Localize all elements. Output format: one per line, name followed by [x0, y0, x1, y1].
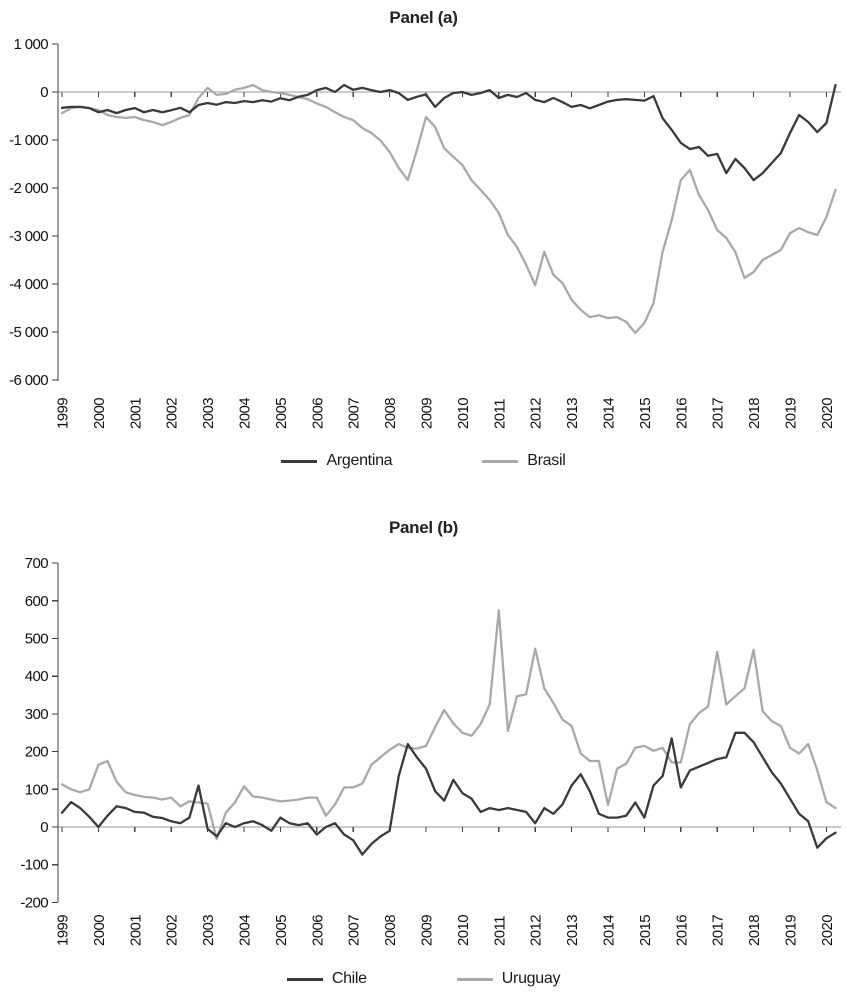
- x-axis-tick-label: 2005: [273, 398, 290, 429]
- x-axis-tick-label: 2008: [382, 915, 399, 946]
- panel-a-legend: Argentina Brasil: [0, 452, 847, 470]
- y-axis-tick-label: 600: [25, 593, 48, 610]
- panel-b-title: Panel (b): [388, 518, 459, 537]
- x-axis-tick-label: 2016: [673, 915, 690, 946]
- panel-a-chart-canvas: 1 000 0 -1 000 -2 000 -3 000 -4 000 -5 000 -6 0…: [9, 36, 841, 429]
- x-axis-tick-label: 2017: [710, 398, 727, 429]
- x-axis-tick-label: 2011: [491, 916, 508, 946]
- legend-label-chile: Chile: [331, 970, 367, 987]
- legend-label-uruguay: Uruguay: [501, 970, 561, 987]
- y-axis-tick-label: -6 000: [9, 372, 48, 389]
- chile-line-swatch-icon: [286, 977, 323, 981]
- x-axis-tick-label: 1999: [55, 398, 72, 429]
- legend-item-argentina: Argentina: [281, 452, 393, 470]
- x-axis-tick-label: 2019: [783, 398, 800, 429]
- x-axis-tick-label: 2003: [200, 398, 217, 429]
- x-axis-tick-label: 2017: [710, 915, 727, 946]
- x-axis-tick-label: 2010: [455, 398, 472, 429]
- legend-item-chile: Chile: [286, 970, 367, 988]
- x-axis-tick-label: 2018: [746, 398, 763, 429]
- y-axis-tick-label: -1 000: [9, 132, 48, 149]
- y-axis-tick-label: -200: [20, 894, 48, 911]
- y-axis-tick-label: -3 000: [9, 228, 48, 245]
- x-axis-tick-label: 2015: [637, 915, 654, 946]
- x-axis-tick-label: 2008: [382, 398, 399, 429]
- x-axis-tick-label: 2019: [783, 915, 800, 946]
- legend-item-uruguay: Uruguay: [456, 970, 561, 988]
- x-axis-tick-label: 2018: [746, 915, 763, 946]
- x-axis-tick-label: 2014: [601, 398, 618, 429]
- panel-b-chart-canvas: 700 600 500 400 300 200 100 0 -100 -200 1999 2000 20…: [20, 555, 841, 946]
- x-axis-tick-label: 2005: [273, 915, 290, 946]
- panel-b-legend: Chile Uruguay: [0, 970, 847, 988]
- x-axis-tick-label: 2011: [491, 399, 508, 429]
- y-axis-tick-label: 200: [25, 744, 48, 761]
- x-axis-tick-label: 2013: [564, 915, 581, 946]
- y-axis-tick-label: -100: [20, 857, 48, 874]
- y-axis-tick-label: -5 000: [9, 324, 48, 341]
- x-axis-tick-label: 2015: [637, 398, 654, 429]
- panel-a-title: Panel (a): [389, 8, 458, 27]
- y-axis-tick-label: 700: [25, 555, 48, 572]
- x-axis-tick-label: 2010: [455, 915, 472, 946]
- series-line-brasil: [60, 83, 837, 335]
- x-axis-tick-label: 2000: [91, 915, 108, 946]
- y-axis-tick-label: -2 000: [9, 180, 48, 197]
- x-axis-tick-label: 2006: [309, 398, 326, 429]
- y-axis-tick-label: 300: [25, 706, 48, 723]
- x-axis-tick-label: 2009: [419, 398, 436, 429]
- y-axis-tick-label: 0: [40, 84, 48, 101]
- x-axis-tick-label: 2020: [819, 915, 836, 946]
- legend-label-brasil: Brasil: [527, 452, 566, 469]
- y-axis-tick-label: 500: [25, 631, 48, 648]
- legend-label-argentina: Argentina: [326, 452, 393, 469]
- y-axis-tick-label: 100: [25, 781, 48, 798]
- x-axis-tick-label: 2009: [419, 915, 436, 946]
- x-axis-tick-label: 2012: [528, 398, 545, 429]
- x-axis-tick-label: 2004: [237, 915, 254, 946]
- y-axis-tick-label: -4 000: [9, 276, 48, 293]
- x-axis-tick-label: 2002: [164, 915, 181, 946]
- x-axis-tick-label: 2001: [127, 915, 144, 946]
- y-axis-tick-label: 0: [40, 819, 48, 836]
- x-axis-tick-label: 2006: [309, 915, 326, 946]
- x-axis-tick-label: 2002: [164, 398, 181, 429]
- x-axis-tick-label: 2004: [237, 398, 254, 429]
- x-axis-tick-label: 2016: [673, 398, 690, 429]
- series-line-argentina: [60, 83, 837, 182]
- series-line-uruguay: [60, 609, 837, 841]
- uruguay-line-swatch-icon: [456, 977, 493, 981]
- x-axis-tick-label: 2007: [346, 398, 363, 429]
- x-axis-tick-label: 1999: [55, 915, 72, 946]
- series-line-chile: [60, 731, 837, 856]
- x-axis-tick-label: 2001: [127, 398, 144, 429]
- y-axis-tick-label: 400: [25, 668, 48, 685]
- x-axis-tick-label: 2012: [528, 915, 545, 946]
- argentina-line-swatch-icon: [281, 459, 318, 463]
- brasil-line-swatch-icon: [482, 459, 519, 463]
- x-axis-tick-label: 2007: [346, 915, 363, 946]
- x-axis-tick-label: 2020: [819, 398, 836, 429]
- x-axis-tick-label: 2013: [564, 398, 581, 429]
- x-axis-tick-label: 2014: [601, 915, 618, 946]
- y-axis-tick-label: 1 000: [13, 36, 48, 53]
- legend-item-brasil: Brasil: [482, 452, 566, 470]
- x-axis-tick-label: 2000: [91, 398, 108, 429]
- x-axis-tick-label: 2003: [200, 915, 217, 946]
